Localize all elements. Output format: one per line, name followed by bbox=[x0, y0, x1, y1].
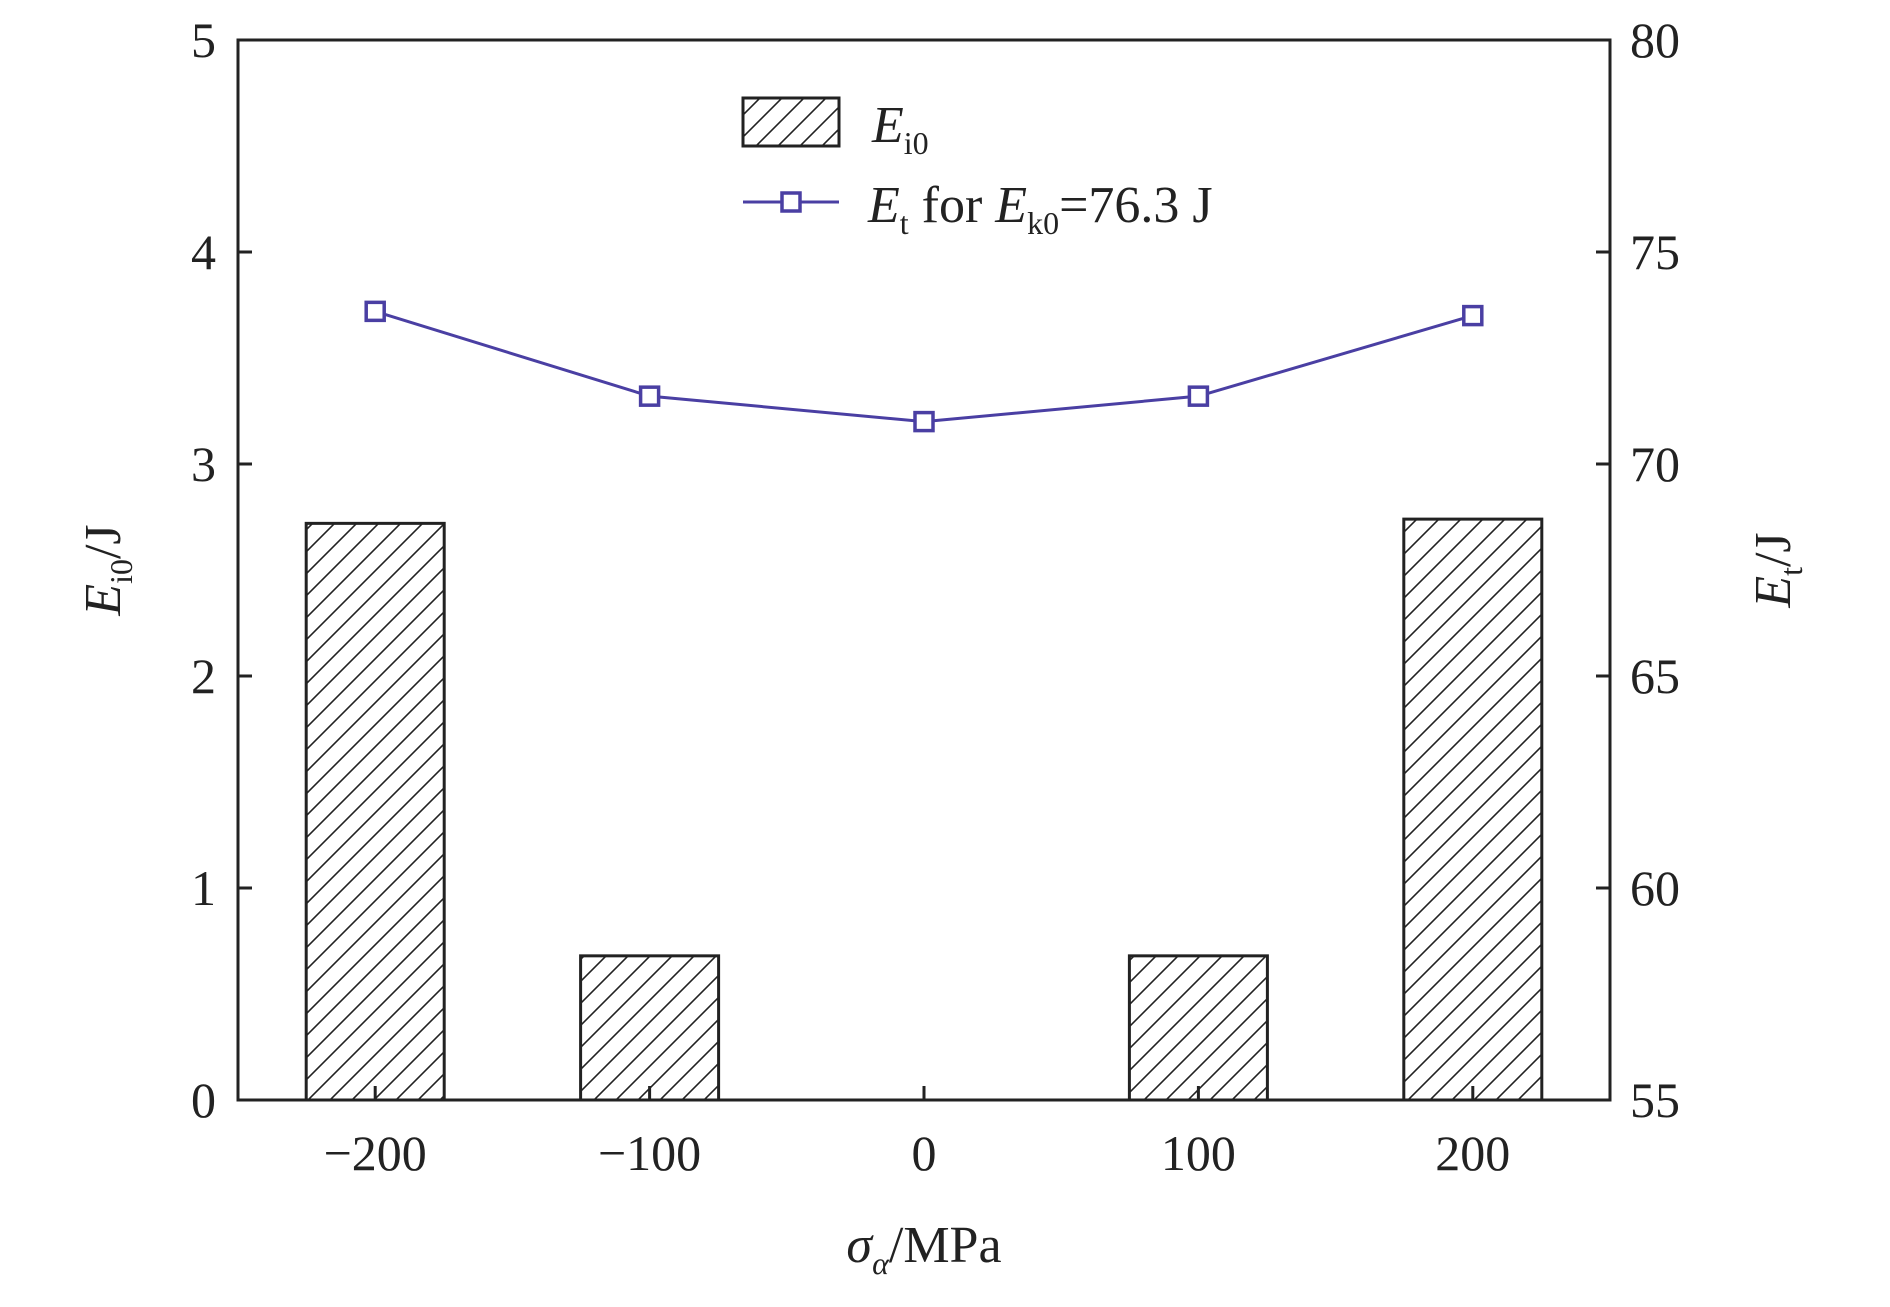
x-tick-label-1: −100 bbox=[598, 1125, 701, 1181]
right-y-axis-label: Et/J bbox=[1745, 532, 1809, 608]
et-point-2 bbox=[913, 410, 935, 433]
x-tick-label-0: −200 bbox=[324, 1125, 427, 1181]
et-point-0 bbox=[364, 300, 386, 323]
left-y-tick-label-3: 3 bbox=[191, 436, 216, 492]
bar-4 bbox=[1402, 517, 1544, 1102]
bar-3 bbox=[1127, 954, 1269, 1102]
left-y-tick-label-0: 0 bbox=[191, 1072, 216, 1128]
right-y-tick-label-4: 75 bbox=[1630, 224, 1680, 280]
bar-1 bbox=[579, 954, 721, 1102]
legend: Ei0 Et for Ek0=76.3 J bbox=[741, 96, 1213, 241]
legend-line-label: Et for Ek0=76.3 J bbox=[867, 177, 1213, 241]
right-y-axis-ticks: 55 60 65 70 75 80 bbox=[1596, 12, 1680, 1128]
x-axis-label: σα/MPa bbox=[846, 1217, 1001, 1281]
x-tick-label-2: 0 bbox=[912, 1125, 937, 1181]
right-y-tick-label-5: 80 bbox=[1630, 12, 1680, 68]
et-point-1 bbox=[638, 385, 661, 407]
right-y-tick-label-3: 70 bbox=[1630, 436, 1680, 492]
legend-bar-swatch bbox=[741, 96, 841, 148]
et-point-4 bbox=[1462, 304, 1484, 327]
bar-series bbox=[304, 517, 1544, 1102]
et-line bbox=[374, 309, 1474, 424]
left-y-axis-label: Ei0/J bbox=[75, 524, 139, 616]
legend-bar-label: Ei0 bbox=[871, 97, 929, 161]
x-tick-label-3: 100 bbox=[1161, 1125, 1236, 1181]
left-y-tick-label-2: 2 bbox=[191, 648, 216, 704]
right-y-tick-label-1: 60 bbox=[1630, 860, 1680, 916]
x-tick-label-4: 200 bbox=[1435, 1125, 1510, 1181]
right-y-tick-label-2: 65 bbox=[1630, 648, 1680, 704]
legend-line-marker bbox=[780, 191, 802, 213]
left-y-tick-label-4: 4 bbox=[191, 224, 216, 280]
line-series bbox=[364, 300, 1484, 433]
bar-0 bbox=[304, 521, 446, 1102]
right-y-tick-label-0: 55 bbox=[1630, 1072, 1680, 1128]
left-y-tick-label-5: 5 bbox=[191, 12, 216, 68]
left-y-axis-ticks: 0 1 2 3 4 5 bbox=[191, 12, 252, 1128]
et-point-3 bbox=[1187, 385, 1210, 407]
x-axis-ticks: −200 −100 0 100 200 bbox=[324, 1086, 1510, 1181]
left-y-tick-label-1: 1 bbox=[191, 860, 216, 916]
